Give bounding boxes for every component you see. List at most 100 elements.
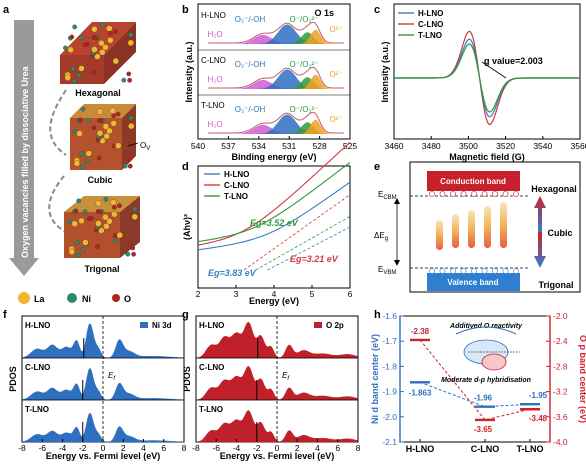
electron xyxy=(481,191,488,197)
atom xyxy=(127,163,133,169)
atom xyxy=(84,158,90,164)
atom xyxy=(73,160,81,167)
ov-pointer xyxy=(127,142,139,147)
xps-peak-label: O₂⁻/-OH xyxy=(235,60,266,69)
xps-peak-label: O²⁻ xyxy=(329,115,342,124)
svg-text:Moderate d-p hybridisation: Moderate d-p hybridisation xyxy=(441,377,531,384)
xps-tick-label: 528 xyxy=(313,141,327,151)
atom xyxy=(107,37,114,44)
atom xyxy=(96,108,104,115)
panel-f: f H-LNO C-LNO T-LNO -8 -6 -4 -2 0 2 4 6 8 Ni 3d Ef… xyxy=(3,309,187,461)
pdos-sample-label: T-LNO xyxy=(199,405,223,414)
tauc-tick-label: 6 xyxy=(348,289,353,299)
panel-letter-g: g xyxy=(182,309,189,321)
pdos-sample-label: C-LNO xyxy=(199,363,224,372)
atom xyxy=(126,71,132,77)
epr-tick-label: 3460 xyxy=(385,141,404,151)
atom xyxy=(67,46,74,53)
atom xyxy=(64,74,71,81)
pdos-tick-label: 4 xyxy=(141,443,146,453)
electron xyxy=(429,191,435,197)
tauc-tick-label: 2 xyxy=(196,289,201,299)
label-e-trigonal: Trigonal xyxy=(538,280,573,290)
tauc-tick-label: 5 xyxy=(310,289,315,299)
ef-label-f: Ef xyxy=(108,371,116,382)
atom xyxy=(86,118,91,124)
tauc-tick-label: 4 xyxy=(272,289,277,299)
side-band xyxy=(14,20,34,264)
atom xyxy=(117,203,122,208)
atom xyxy=(91,125,97,131)
atom-legend: La Ni O xyxy=(18,292,131,304)
atom xyxy=(95,200,102,207)
xps-peak xyxy=(218,79,340,89)
evbm-label: EVBM xyxy=(378,265,396,276)
ylabel-f: PDOS xyxy=(8,366,18,392)
xps-peak-label: O⁻/O₂²⁻ xyxy=(290,15,319,24)
electron xyxy=(502,191,509,197)
atom xyxy=(115,142,122,149)
atom xyxy=(131,251,136,257)
panel-letter-a: a xyxy=(3,4,10,16)
pdos-sample-label: T-LNO xyxy=(25,405,49,414)
h-value-label: -1.96 xyxy=(474,394,493,403)
pdos-sample-label: C-LNO xyxy=(25,363,50,372)
xps-sample-label: T-LNO xyxy=(201,101,225,110)
atom xyxy=(76,72,82,78)
atom xyxy=(112,204,117,210)
xlabel-g: Energy vs. Fermi level (eV) xyxy=(220,451,335,461)
label-cubic: Cubic xyxy=(87,175,112,185)
label-e-hexagonal: Hexagonal xyxy=(531,184,577,194)
xps-peak xyxy=(218,29,340,44)
xps-peak xyxy=(218,34,340,44)
xps-peak-label: O²⁻ xyxy=(329,70,342,79)
atom xyxy=(128,115,134,121)
xps-tick-label: 534 xyxy=(252,141,266,151)
h-right-tick-label: -3.2 xyxy=(553,387,568,397)
xps-peak-label: O²⁻ xyxy=(329,25,342,34)
arrow-cubic-to-trigonal xyxy=(48,175,67,233)
pdos-tick-label: 8 xyxy=(182,443,187,453)
conduction-band xyxy=(427,171,520,191)
atom xyxy=(111,211,118,218)
valence-band xyxy=(427,273,520,291)
xps-peak-label: O₂⁻/-OH xyxy=(235,15,266,24)
h-left-tick-label: -2.0 xyxy=(382,412,397,422)
atom xyxy=(80,246,86,252)
atom xyxy=(96,155,102,161)
atom xyxy=(63,45,68,51)
atom xyxy=(78,217,85,224)
h-value-label: -1.863 xyxy=(409,388,432,397)
gap-c: Eg=3.21 eV xyxy=(290,254,339,264)
hole xyxy=(439,268,446,274)
svg-text:O: O xyxy=(124,294,131,304)
tauc-curve xyxy=(197,161,351,243)
atom xyxy=(112,233,118,238)
atom xyxy=(130,245,136,251)
xps-sample-label: C-LNO xyxy=(201,56,226,65)
panel-letter-c: c xyxy=(374,4,380,16)
h-left-tick-label: -1.9 xyxy=(382,387,397,397)
epr-tick-label: 3540 xyxy=(533,141,552,151)
atom xyxy=(109,107,116,114)
atom xyxy=(127,39,134,46)
label-e-cubic: Cubic xyxy=(547,228,572,238)
atom xyxy=(102,214,109,221)
ov-label: OV xyxy=(140,141,150,152)
epr-tick-label: 3560 xyxy=(571,141,586,151)
xps-peak-label: H₂O xyxy=(207,120,222,129)
xps-tick-label: 531 xyxy=(282,141,296,151)
arrow-down xyxy=(534,232,546,268)
epr-curve xyxy=(394,43,580,113)
gap-bar xyxy=(484,206,491,248)
h-value-label: -1.95 xyxy=(529,391,548,400)
electron xyxy=(471,191,477,197)
pdos-sample-label: H-LNO xyxy=(25,321,50,330)
hole xyxy=(471,268,477,274)
gap-h: Eg=3.83 eV xyxy=(208,268,257,278)
atom xyxy=(108,30,113,36)
h-right-tick-label: -2.0 xyxy=(553,311,568,321)
atom xyxy=(113,29,118,34)
tauc-legend-label: C-LNO xyxy=(224,181,249,190)
